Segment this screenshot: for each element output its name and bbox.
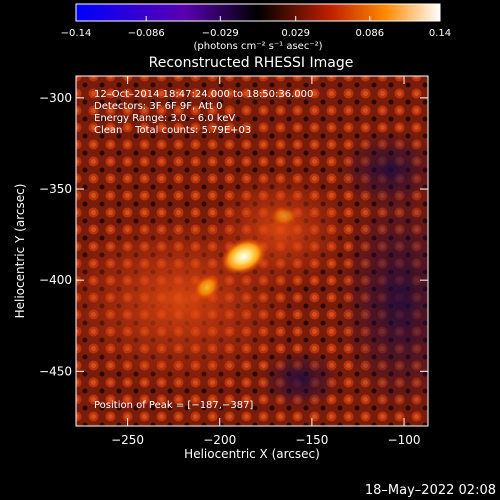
y-tick-label: −400 <box>39 273 72 287</box>
annotation-block: 12–Oct–2014 18:47:24.000 to 18:50:36.000… <box>94 89 313 136</box>
colorbar-tick-label: 0.086 <box>355 28 384 39</box>
colorbar-tick-label: 0.14 <box>429 28 451 39</box>
y-tick-label: −300 <box>39 91 72 105</box>
emission-sources <box>193 206 299 301</box>
emission-source <box>270 206 299 227</box>
emission-source <box>220 238 267 275</box>
colorbar <box>75 3 441 22</box>
annotation-detectors: Detectors: 3F 6F 9F, Att 0 <box>94 101 222 112</box>
footer-date: 18–May–2022 02:08 <box>365 483 496 498</box>
peak-position-label: Position of Peak = [−187,−387] <box>94 400 253 411</box>
colorbar-ticks <box>75 16 441 21</box>
annotation-energy: Energy Range: 3.0 – 6.0 keV <box>94 113 235 124</box>
chart-title: Reconstructed RHESSI Image <box>149 55 354 71</box>
x-tick-label: −250 <box>111 433 144 447</box>
colorbar-tick-label: −0.086 <box>128 28 165 39</box>
annotation-time: 12–Oct–2014 18:47:24.000 to 18:50:36.000 <box>94 89 313 100</box>
colorbar-tick-labels: −0.14 −0.086 −0.029 0.029 0.086 0.14 <box>61 28 451 39</box>
y-axis-label: Heliocentric Y (arcsec) <box>13 184 27 319</box>
annotation-counts: Clean Total counts: 5.79E+03 <box>94 125 251 136</box>
x-tick-label: −200 <box>203 433 236 447</box>
x-axis-label: Heliocentric X (arcsec) <box>184 447 320 461</box>
colorbar-tick-label: −0.14 <box>61 28 92 39</box>
x-tick-label: −100 <box>388 433 421 447</box>
colorbar-unit-label: (photons cm⁻² s⁻¹ asec⁻²) <box>193 41 322 52</box>
plot-frame <box>75 75 429 427</box>
colorbar-tick-label: 0.029 <box>281 28 310 39</box>
heatmap-image <box>76 76 428 426</box>
colorbar-tick-label: −0.029 <box>202 28 239 39</box>
axis-ticks <box>76 76 428 426</box>
y-tick-label: −350 <box>39 182 72 196</box>
y-tick-label: −450 <box>39 364 72 378</box>
axis-tick-labels: −250 −200 −150 −100 −300 −350 −400 −450 <box>39 91 420 447</box>
emission-source <box>193 274 221 301</box>
x-tick-label: −150 <box>295 433 328 447</box>
